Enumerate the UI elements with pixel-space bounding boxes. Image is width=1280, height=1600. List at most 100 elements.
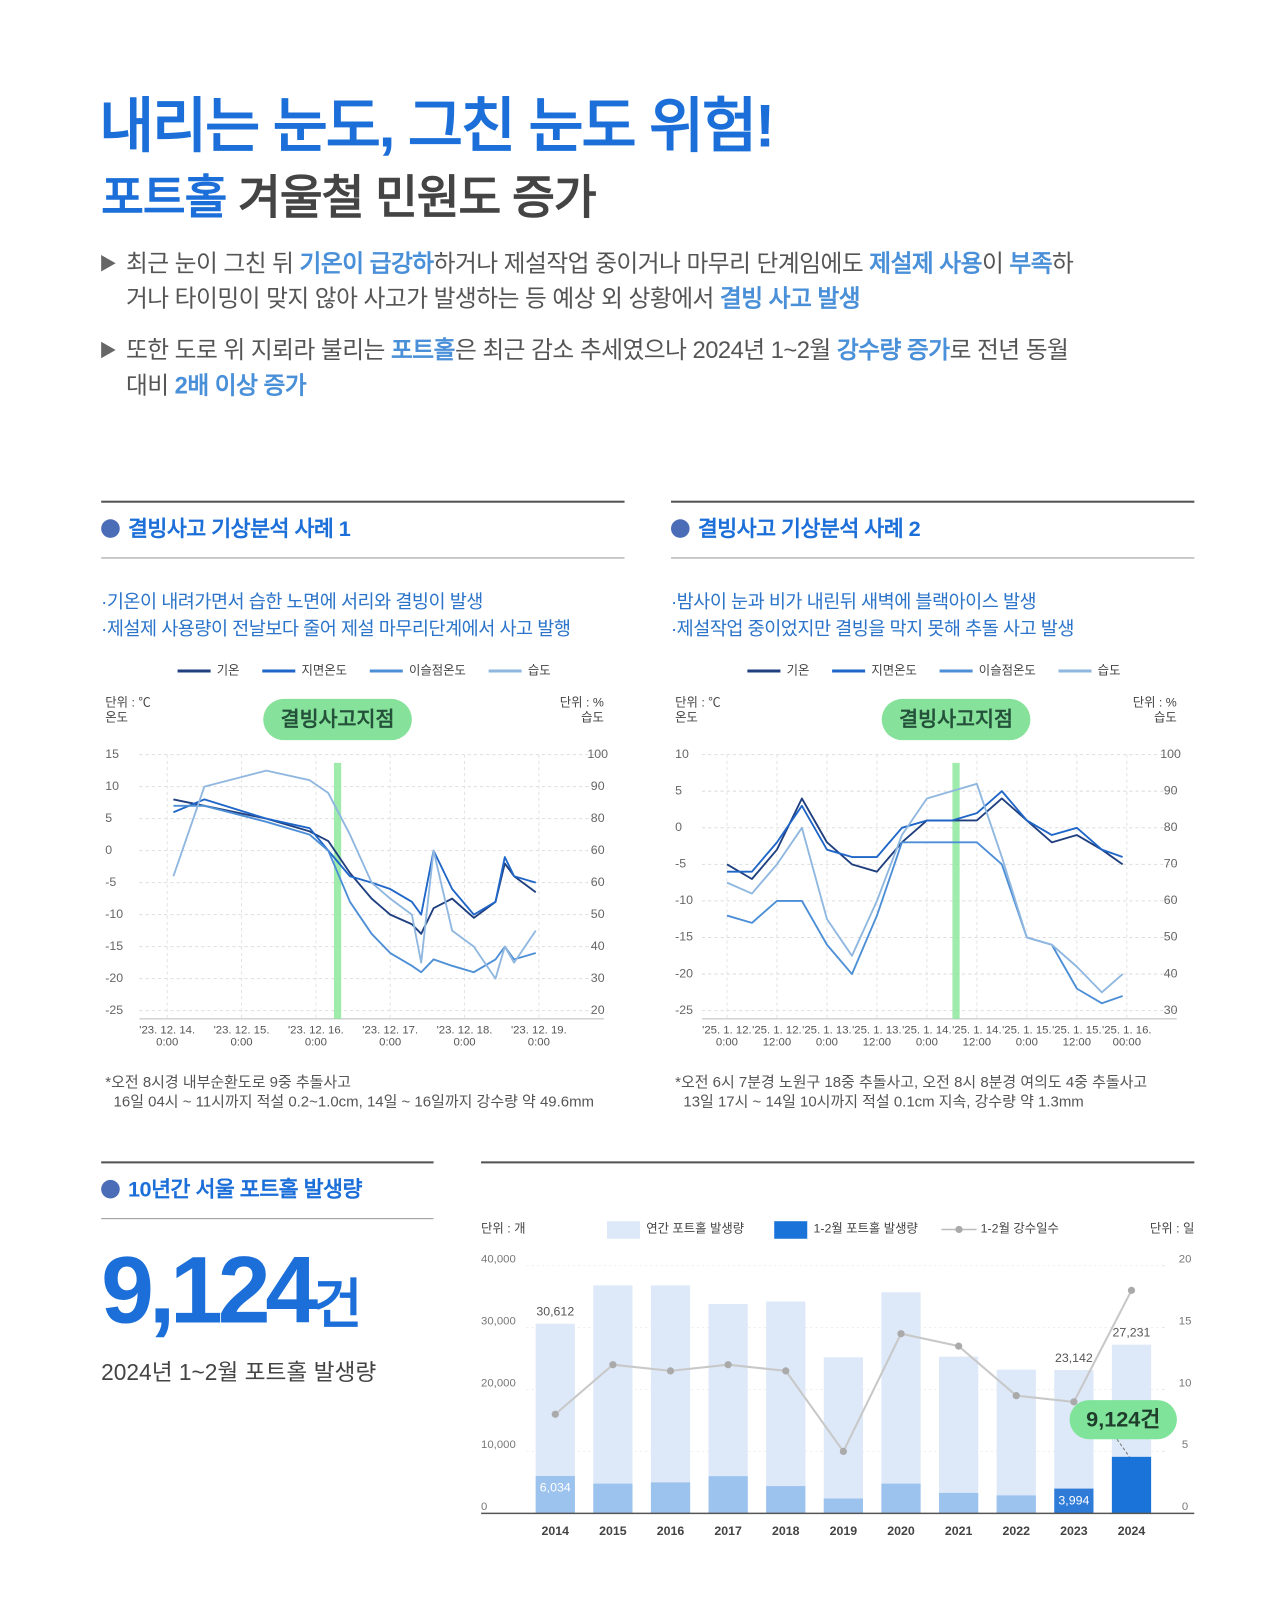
bullet: 최근 눈이 그친 뒤 기온이 급강하하거나 제설작업 중이거나 마무리 단계임에… bbox=[101, 246, 1092, 316]
series-line bbox=[726, 797, 1124, 880]
value-label: 27,231 bbox=[1113, 1326, 1151, 1340]
series-line bbox=[173, 804, 537, 974]
x-tick-label: '23. 12. 16. 0:00 bbox=[287, 1024, 344, 1049]
bar bbox=[708, 1476, 748, 1514]
x-tick-label: '25. 1. 12. 0:00 bbox=[702, 1024, 752, 1049]
highlight-text: 결빙 사고 발생 bbox=[719, 284, 861, 312]
x-tick-label: '23. 12. 18. 0:00 bbox=[436, 1024, 493, 1049]
y2-tick-label: 100 bbox=[587, 747, 608, 761]
legend-label: 지면온도 bbox=[871, 663, 917, 677]
x-tick-label: 2015 bbox=[599, 1524, 627, 1538]
series-line bbox=[173, 798, 537, 935]
y2-tick-label: 70 bbox=[1164, 857, 1178, 871]
y-tick-label: -10 bbox=[105, 907, 123, 921]
y2-tick-label: 0 bbox=[1182, 1501, 1188, 1513]
y2-tick-label: 40 bbox=[1164, 966, 1178, 980]
y-tick-label: 40,000 bbox=[481, 1253, 516, 1265]
legend-label: 연간 포트홀 발생량 bbox=[646, 1222, 744, 1236]
legend-label: 이슬점온도 bbox=[409, 663, 466, 677]
y2-tick-label: 90 bbox=[591, 779, 605, 793]
y2-tick-label: 80 bbox=[591, 811, 605, 825]
y-tick-label: -20 bbox=[105, 971, 123, 985]
bar bbox=[823, 1498, 864, 1514]
x-tick-label: 2021 bbox=[945, 1524, 973, 1538]
axis-title: 습도 bbox=[581, 711, 604, 725]
y2-tick-label: 50 bbox=[1164, 930, 1178, 944]
annotation-pill bbox=[263, 698, 412, 741]
y2-tick-label: 30 bbox=[1164, 1003, 1178, 1017]
section-title: 결빙사고 기상분석 사례 1 bbox=[101, 515, 351, 544]
legend-label: 1-2월 포트홀 발생량 bbox=[813, 1222, 917, 1236]
bar bbox=[823, 1357, 864, 1514]
bar bbox=[939, 1356, 979, 1514]
bar bbox=[650, 1285, 691, 1514]
highlight-text: 부족 bbox=[1009, 249, 1053, 277]
bullet-text: 로 전년 동월 대비 bbox=[125, 336, 1069, 399]
subtitle: 포트홀 겨울철 민원도 증가 bbox=[101, 167, 596, 229]
bar bbox=[535, 1475, 575, 1514]
x-tick-label: '23. 12. 15. 0:00 bbox=[213, 1024, 270, 1049]
highlight-text: 기온이 급강하 bbox=[299, 249, 435, 277]
description-line: ·기온이 내려가면서 습한 노면에 서리와 결빙이 발생 bbox=[101, 591, 483, 613]
axis-title: 온도 bbox=[105, 711, 128, 725]
legend-swatch bbox=[606, 1221, 641, 1239]
bar bbox=[593, 1483, 633, 1514]
note-line: 13일 17시 ~ 14일 10시까지 적설 0.1cm 지속, 강수량 약 1… bbox=[683, 1094, 1084, 1111]
series-line bbox=[726, 790, 1123, 873]
rain-point bbox=[1012, 1392, 1020, 1400]
y-tick-label: -25 bbox=[105, 1003, 123, 1017]
y-tick-label: 30,000 bbox=[481, 1315, 516, 1327]
x-tick-label: 2019 bbox=[830, 1524, 858, 1538]
bar bbox=[1111, 1456, 1152, 1514]
y-tick-label: 10 bbox=[675, 747, 689, 761]
highlight-text: 포트홀 bbox=[390, 336, 456, 364]
y2-tick-label: 100 bbox=[1160, 747, 1181, 761]
description-line: ·제설작업 중이었지만 결빙을 막지 못해 추돌 사고 발생 bbox=[670, 618, 1074, 639]
rain-point bbox=[551, 1410, 559, 1418]
y-tick-label: 10 bbox=[105, 779, 119, 793]
bar-section: 단위 : 개 단위 : 일 0 10,000 20,000 30,000 40,000 0 5 1… bbox=[481, 1161, 1195, 1553]
axis-unit: 단위 : 개 bbox=[481, 1222, 525, 1236]
y2-tick-label: 15 bbox=[1179, 1315, 1192, 1327]
y-tick-label: -5 bbox=[675, 857, 686, 871]
rain-point bbox=[724, 1361, 732, 1369]
legend-swatch bbox=[955, 1225, 963, 1234]
y-tick-label: 5 bbox=[105, 811, 112, 825]
value-label: 30,612 bbox=[536, 1305, 574, 1319]
y-tick-label: -15 bbox=[675, 930, 693, 944]
y2-tick-label: 80 bbox=[1164, 820, 1178, 834]
bullet-text: 은 최근 감소 추세였으나 2024년 1~2월 bbox=[454, 336, 837, 364]
y2-tick-label: 40 bbox=[591, 939, 605, 953]
series-line bbox=[726, 782, 1124, 994]
notes: *오전 6시 7분경 노원구 18중 추돌사고, 오전 8시 8분경 여의도 4… bbox=[675, 1074, 1147, 1113]
y-tick-label: 20,000 bbox=[481, 1377, 516, 1389]
x-tick-label: 2017 bbox=[714, 1524, 742, 1538]
y-tick-label: 0 bbox=[675, 820, 682, 834]
rain-point bbox=[839, 1447, 848, 1456]
dot bbox=[101, 1179, 120, 1199]
rule bbox=[101, 1218, 434, 1220]
y2-tick-label: 60 bbox=[591, 875, 605, 889]
series-line bbox=[172, 769, 537, 980]
highlight-band bbox=[333, 762, 342, 1019]
highlight-text: 제설제 사용 bbox=[869, 249, 982, 277]
legend-swatch bbox=[774, 1221, 808, 1239]
x-tick-label: '25. 1. 15. 12:00 bbox=[1052, 1024, 1102, 1049]
y2-tick-label: 50 bbox=[591, 907, 605, 921]
x-tick-label: 2014 bbox=[542, 1524, 570, 1538]
case-section: 결빙사고 기상분석 사례 1 ·기온이 내려가면서 습한 노면에 서리와 결빙이… bbox=[101, 500, 625, 1120]
bar bbox=[1054, 1488, 1094, 1514]
y2-tick-label: 60 bbox=[591, 843, 605, 857]
dot bbox=[670, 519, 690, 538]
bar bbox=[996, 1495, 1036, 1514]
x-tick-label: '25. 1. 15. 0:00 bbox=[1002, 1024, 1052, 1049]
axis-unit: 단위 : % bbox=[560, 695, 604, 709]
legend-label: 습도 bbox=[1098, 663, 1121, 677]
bar bbox=[881, 1292, 921, 1514]
x-tick-label: '25. 1. 16. 00:00 bbox=[1102, 1024, 1152, 1049]
rule bbox=[101, 557, 625, 559]
y-tick-label: 0 bbox=[105, 843, 112, 857]
annotation-pill bbox=[881, 698, 1031, 741]
